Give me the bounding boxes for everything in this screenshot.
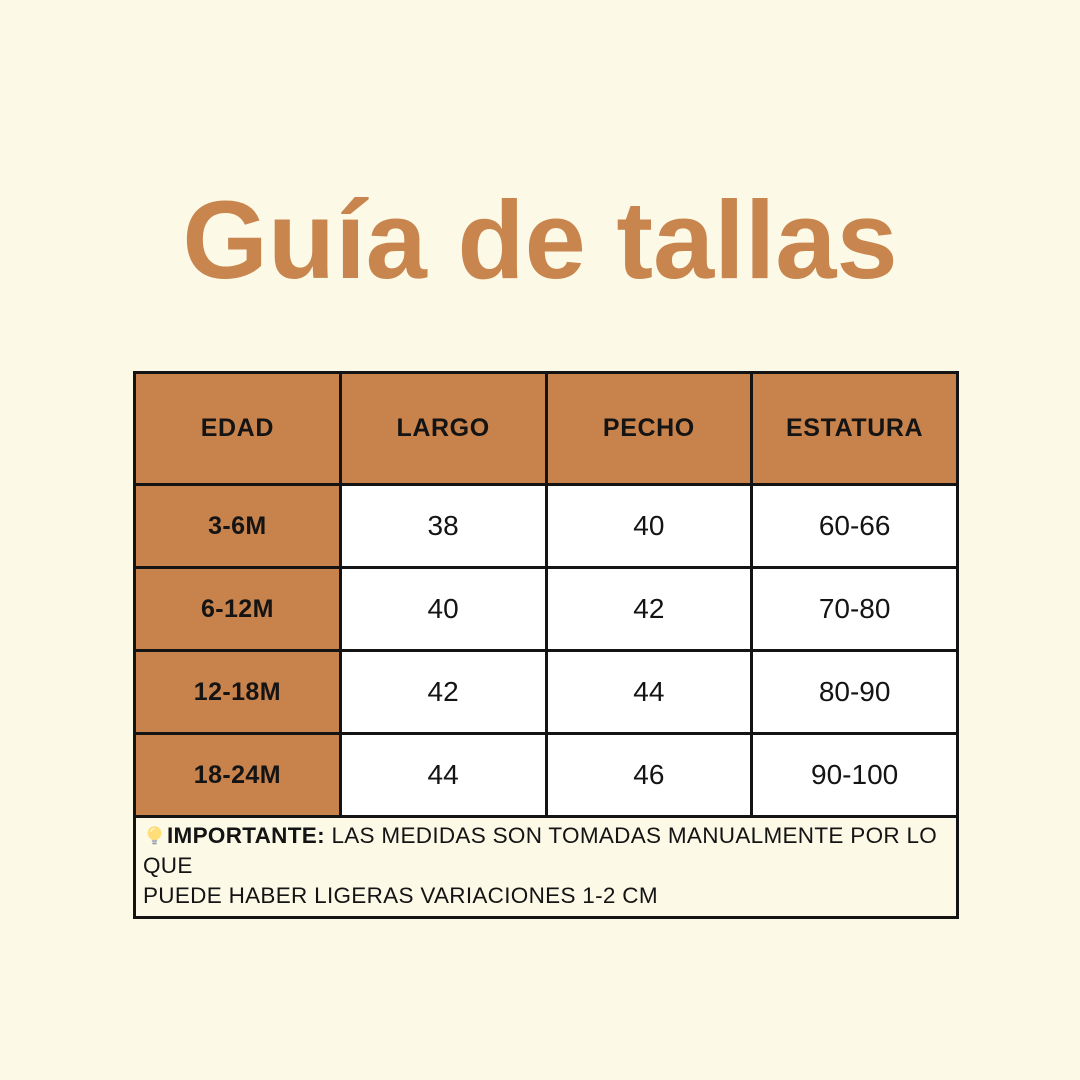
pecho-cell: 46 [544, 732, 754, 818]
header-row: EDAD LARGO PECHO ESTATURA [133, 371, 959, 486]
column-header-largo: LARGO [338, 371, 548, 486]
column-header-edad: EDAD [133, 371, 342, 486]
table-row: 18-24M 44 46 90-100 [133, 732, 959, 818]
page-title: Guía de tallas [182, 178, 898, 302]
column-header-estatura: ESTATURA [750, 371, 959, 486]
pecho-cell: 42 [544, 566, 754, 652]
column-header-pecho: PECHO [544, 371, 754, 486]
estatura-cell: 70-80 [750, 566, 959, 652]
age-cell: 18-24M [133, 732, 342, 818]
note-text-line2: PUEDE HABER LIGERAS VARIACIONES 1-2 CM [143, 883, 658, 908]
age-cell: 12-18M [133, 649, 342, 735]
age-cell: 3-6M [133, 483, 342, 569]
table-row: 6-12M 40 42 70-80 [133, 566, 959, 652]
note-text-line1: LAS MEDIDAS SON TOMADAS MANUALMENTE POR … [143, 823, 938, 878]
pecho-cell: 40 [544, 483, 754, 569]
lightbulb-icon [143, 824, 166, 847]
table-row: 3-6M 38 40 60-66 [133, 483, 959, 569]
largo-cell: 38 [338, 483, 548, 569]
size-table: EDAD LARGO PECHO ESTATURA 3-6M 38 40 60-… [133, 371, 959, 818]
largo-cell: 44 [338, 732, 548, 818]
note-label: IMPORTANTE: [167, 823, 325, 848]
largo-cell: 40 [338, 566, 548, 652]
table-row: 12-18M 42 44 80-90 [133, 649, 959, 735]
largo-cell: 42 [338, 649, 548, 735]
size-guide: EDAD LARGO PECHO ESTATURA 3-6M 38 40 60-… [133, 371, 959, 919]
estatura-cell: 90-100 [750, 732, 959, 818]
estatura-cell: 60-66 [750, 483, 959, 569]
pecho-cell: 44 [544, 649, 754, 735]
age-cell: 6-12M [133, 566, 342, 652]
important-note: IMPORTANTE: LAS MEDIDAS SON TOMADAS MANU… [133, 815, 959, 919]
estatura-cell: 80-90 [750, 649, 959, 735]
